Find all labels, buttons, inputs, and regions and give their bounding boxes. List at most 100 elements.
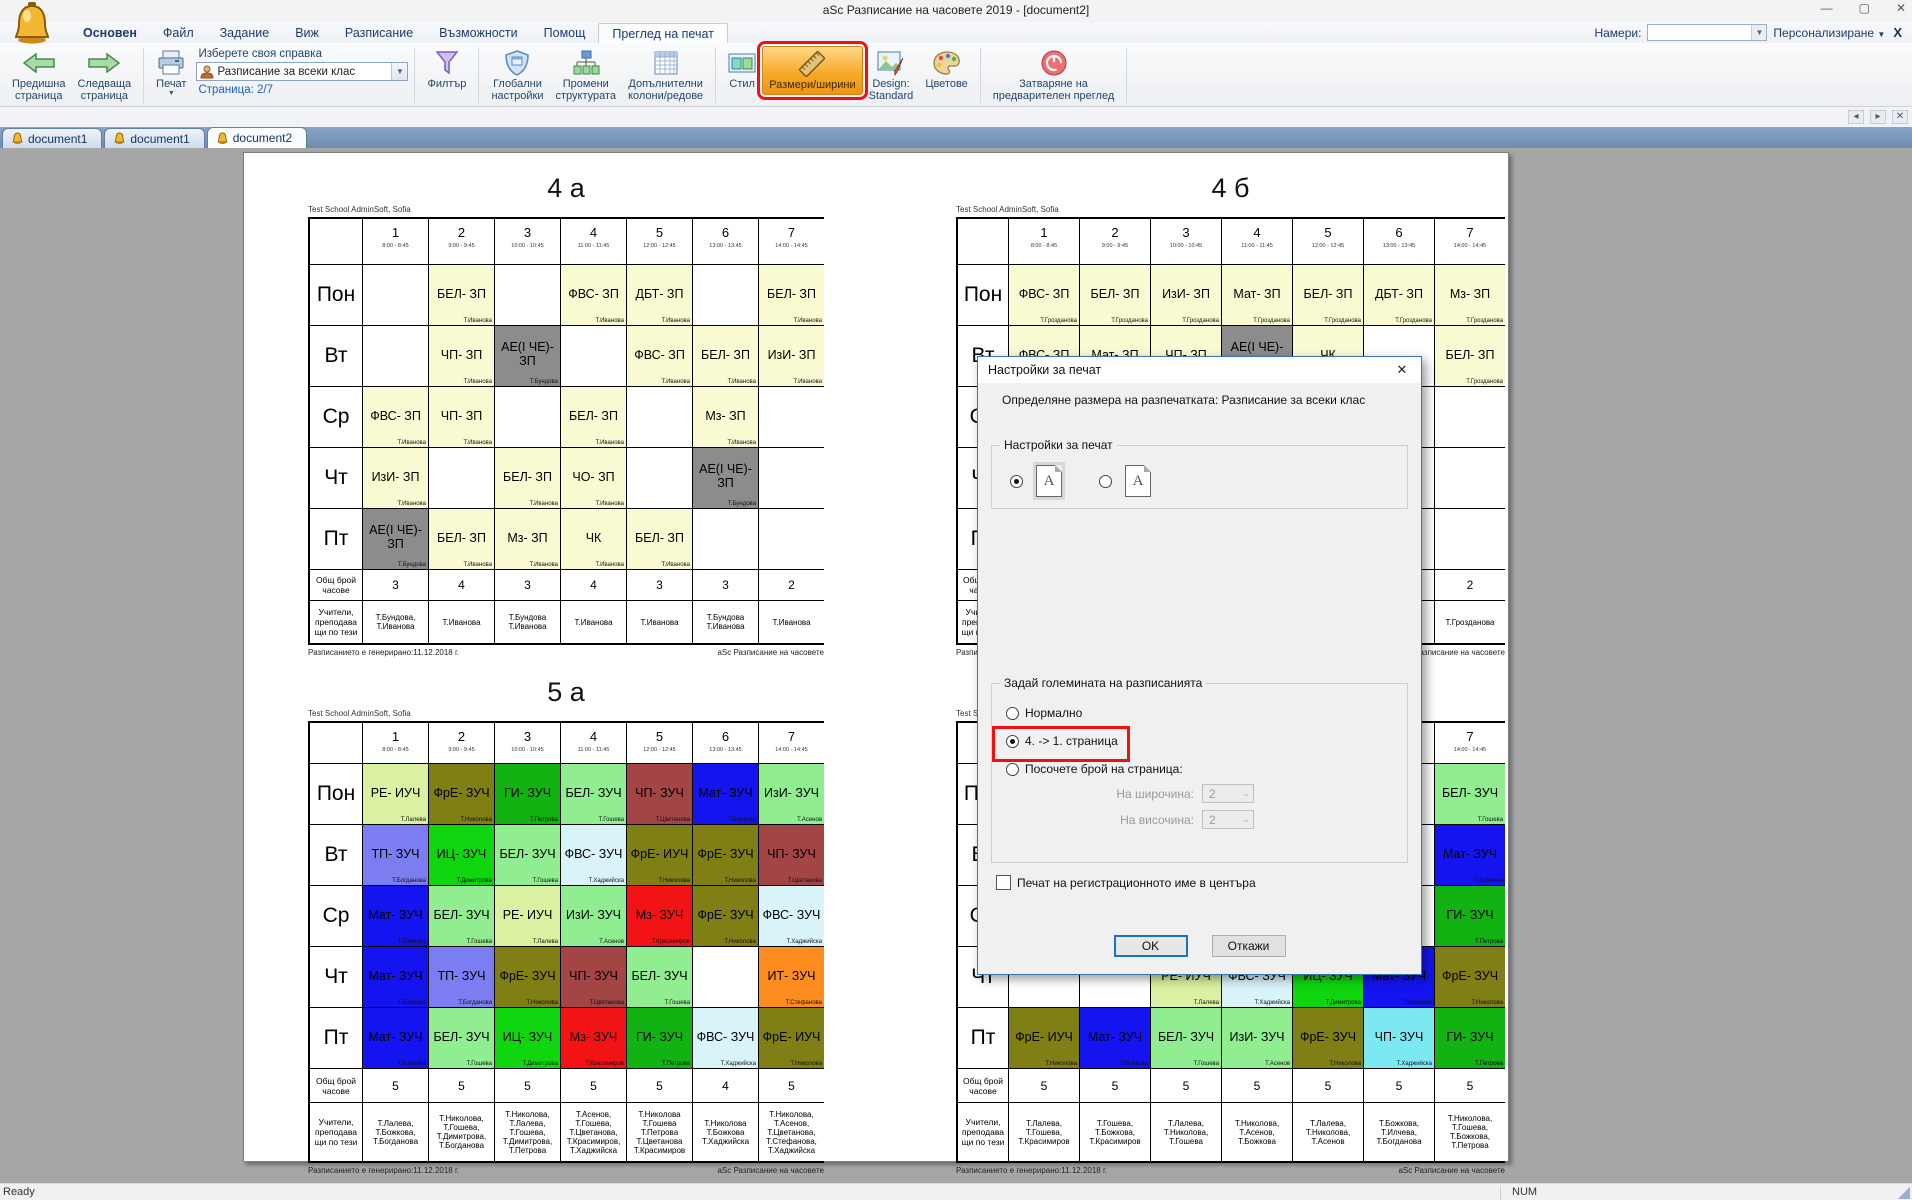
timetable-cell: ЧП- ЗУЧ Т.Цветанова [759,825,824,885]
print-registration-checkbox[interactable] [996,875,1011,890]
portrait-page-icon[interactable]: A [1033,462,1065,500]
close-icon[interactable]: ✕ [1895,1,1906,15]
menu-bar: Основен Файл Задание Виж Разписание Възможнос… [0,22,1912,44]
menu-tab-6[interactable]: Възможности [439,25,518,40]
style-button[interactable]: Стил [722,46,762,93]
sizes-widths-button[interactable]: Размери/ширини [757,41,868,100]
timetable-cell [495,387,560,447]
change-structure-button[interactable]: Промени структурата [550,46,623,105]
menu-tab-1[interactable]: Основен [83,25,137,40]
next-page-button[interactable]: Следваща страница [71,46,137,105]
timetable-cell: РЕ- ИУЧ Т.Лалева [495,886,560,946]
timetable-cell: Мат- ЗУЧ Т.Божкова [363,1008,428,1068]
menu-tab-2[interactable]: Файл [162,25,194,40]
total-hours-cell: 2 [759,570,824,600]
day-label-cell: Чт [310,448,362,508]
timetable-cell [759,448,824,508]
tab-scroll-right-icon[interactable]: ▸ [1870,110,1886,124]
power-icon [1040,49,1068,77]
teachers-list-cell: Т.Иванова [429,601,494,643]
close-preview-button[interactable]: Затваряне на предварителен преглед [987,46,1120,105]
document-tab-2[interactable]: document1 [104,128,205,148]
previous-page-button[interactable]: Предишна страница [6,46,71,105]
orientation-landscape-radio[interactable] [1099,474,1112,488]
menu-tab-7[interactable]: Помощ [543,25,586,40]
maximize-icon[interactable]: ▢ [1858,1,1870,15]
teachers-list-cell: Т.Николова Т.Гошева Т.Петрова Т.Цветанов… [627,1103,692,1161]
teachers-list-cell: Т.Бундова Т.Иванова [693,601,758,643]
timetable-title: 4 б [1211,173,1250,203]
timetable-cell [429,448,494,508]
timetable-cell: БЕЛ- ЗУЧ Т.Гошева [561,764,626,824]
timetable-cell: БЕЛ- ЗУЧ Т.Гошева [495,825,560,885]
timetable-cell: ДБТ- ЗП Т.Иванова [627,265,692,325]
timetable-cell: БЕЛ- ЗП Т.Грозданова [1293,265,1363,325]
report-combobox[interactable]: Разписание за всеки клас ▼ [196,62,409,81]
document-tab-label: document1 [130,131,190,146]
design-button[interactable]: Design: Standard [863,46,920,105]
teachers-list-cell: Т.Бундова Т.Иванова [495,601,560,643]
timetable-cell: ФрЕ- ЗУЧ Т.Николова [495,947,560,1007]
menu-tab-5[interactable]: Разписание [344,25,414,40]
size-normal-radio[interactable] [1006,706,1019,720]
page-indicator: Страница: 2/7 [198,84,273,96]
size-four-to-one-radio[interactable] [1006,734,1019,748]
status-text: Ready [3,1186,35,1198]
landscape-page-icon[interactable]: A [1122,462,1154,500]
timetable-cell: ТП- ЗУЧ Т.Богданова [363,825,428,885]
timetable-cell [759,387,824,447]
timetable-cell [627,387,692,447]
total-hours-cell: 5 [495,1069,560,1102]
day-label-cell: Пт [310,1008,362,1068]
minimize-icon[interactable]: — [1820,1,1833,15]
find-input[interactable]: ▼ [1647,24,1768,41]
tab-close-icon[interactable]: ✕ [1892,110,1908,124]
funnel-icon [435,49,459,77]
resize-grip[interactable] [1898,1187,1910,1199]
menu-tab-4[interactable]: Виж [295,25,319,40]
orientation-portrait-radio[interactable] [1010,474,1023,488]
global-settings-button[interactable]: Глобални настройки [485,46,549,105]
extra-columns-rows-button[interactable]: Допълнителни колони/редове [622,46,709,105]
filter-button[interactable]: Филтър [421,46,472,93]
ok-button[interactable]: OK [1113,935,1188,957]
timetable-cell: ДБТ- ЗП Т.Грозданова [1364,265,1434,325]
asc-bell-logo-icon[interactable] [8,2,56,44]
chevron-down-icon[interactable]: ▼ [1751,25,1767,40]
totals-row-label: Общ брой часове [310,1069,362,1102]
chevron-down-icon[interactable]: ▼ [391,63,408,80]
timetable-cell: Мз- ЗУЧ Т.Красимиров [627,886,692,946]
grid-icon [653,49,679,77]
timetable-cell: ИзИ- ЗП Т.Грозданова [1151,265,1221,325]
document-tab-1[interactable]: document1 [2,128,103,148]
dialog-close-icon[interactable]: ✕ [1396,362,1408,377]
dialog-title-bar[interactable]: Настройки за печат ✕ [978,357,1421,383]
timetable-cell: Мз- ЗП Т.Грозданова [1435,265,1505,325]
size-specify-radio[interactable] [1006,762,1019,776]
total-hours-cell: 4 [561,570,626,600]
menu-tab-3[interactable]: Задание [219,25,270,40]
personalize-menu[interactable]: Персонализиране ▼ [1773,25,1886,40]
colors-button[interactable]: Цветове [919,46,973,93]
menu-close-icon[interactable]: X [1893,25,1902,40]
menu-tab-8[interactable]: Преглед на печат [598,22,728,43]
document-tab-3[interactable]: document2 [206,127,308,148]
asc-footer: aSc Разписание на часовете [1398,648,1505,657]
generated-date-footer: Разписанието е генерирано:11.12.2018 г. [956,1166,1108,1175]
teachers-list-cell: Т.Грозданова [1435,601,1505,643]
org-chart-icon [572,49,600,77]
tab-scroll-left-icon[interactable]: ◂ [1848,110,1864,124]
cancel-button[interactable]: Откажи [1211,935,1286,957]
print-button[interactable]: Печат ▼ [150,46,192,100]
timetable-cell [759,509,824,569]
asc-footer: aSc Разписание на часовете [1398,1166,1505,1175]
total-hours-cell: 3 [495,570,560,600]
